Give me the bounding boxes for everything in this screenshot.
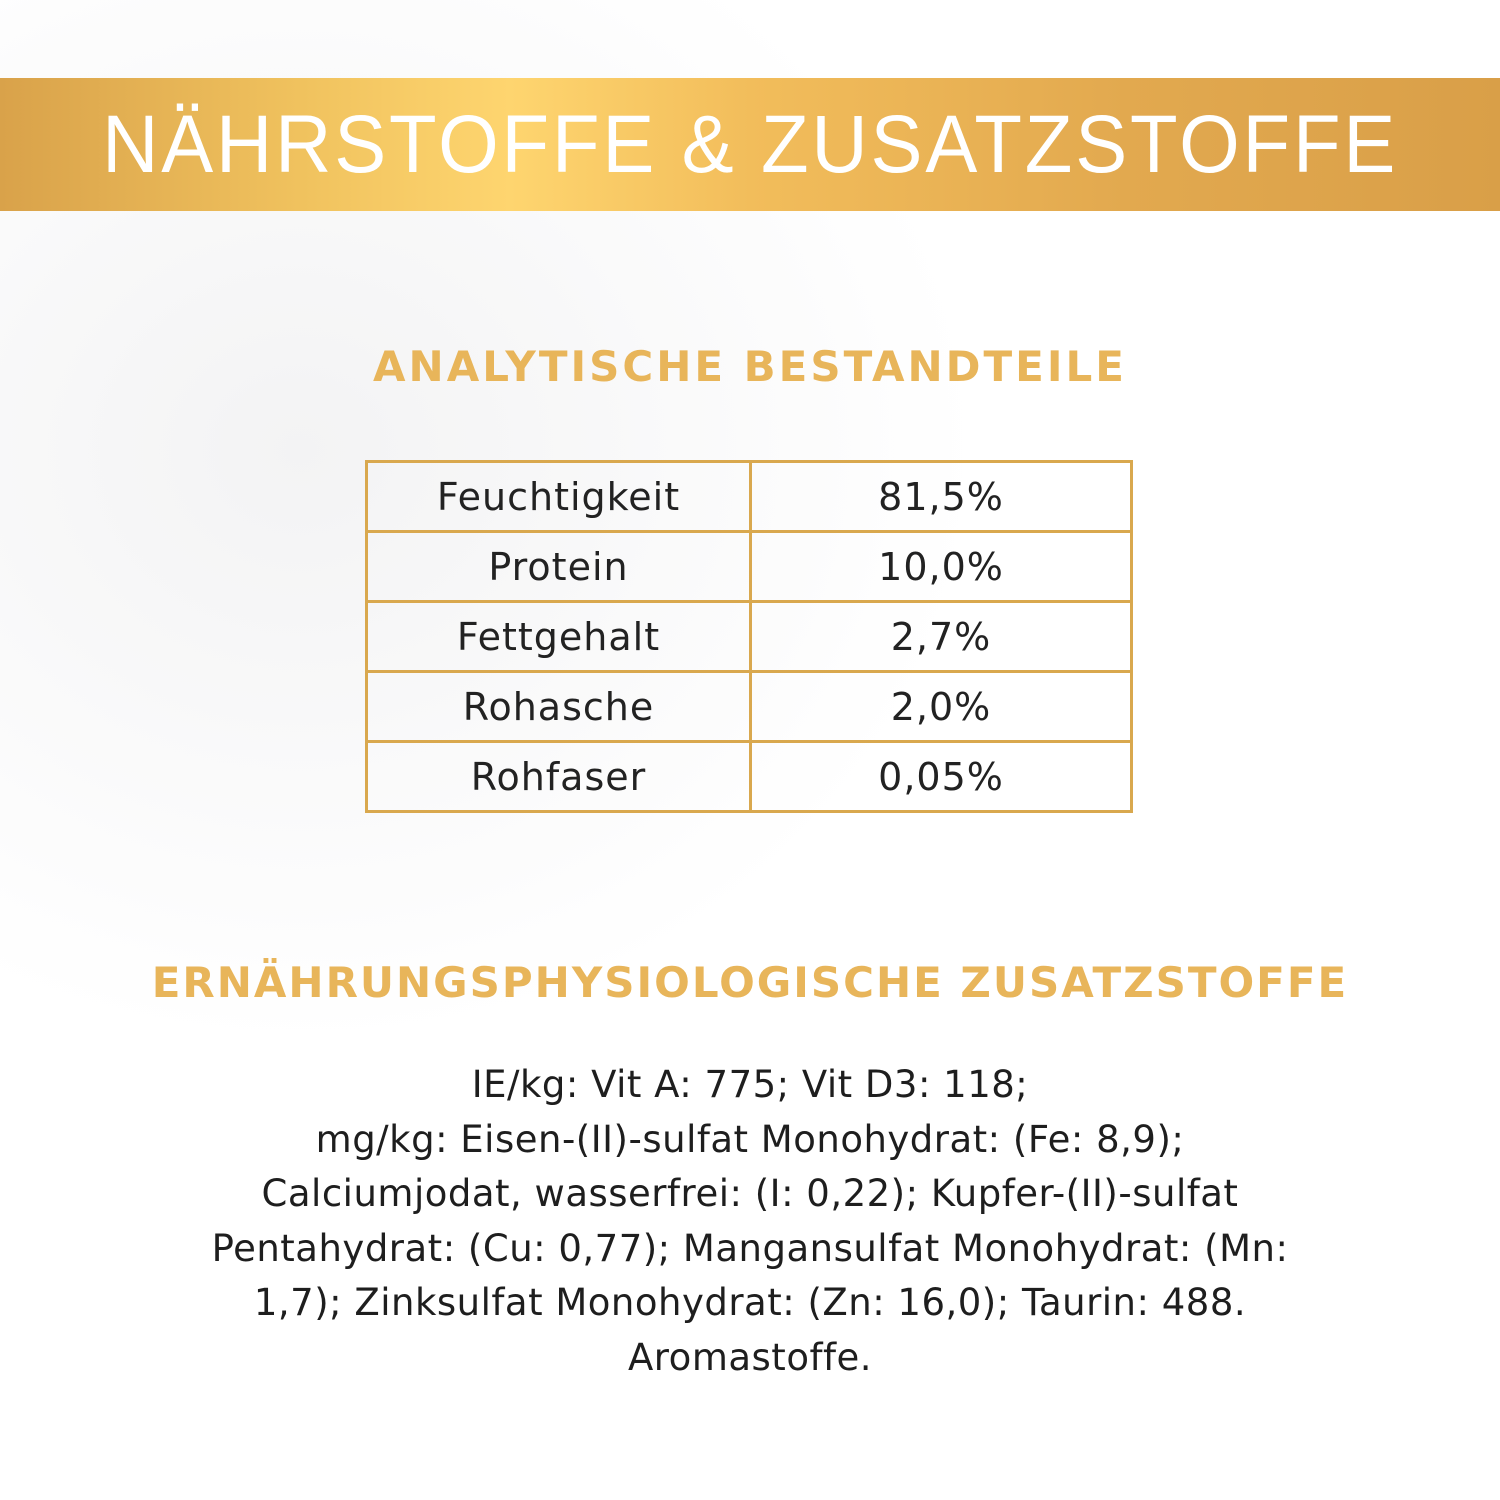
- banner-title: NÄHRSTOFFE & ZUSATZSTOFFE: [101, 98, 1399, 190]
- row-name: Rohasche: [365, 670, 752, 743]
- additives-text: IE/kg: Vit A: 775; Vit D3: 118; mg/kg: E…: [0, 1058, 1500, 1385]
- additives-heading: ERNÄHRUNGSPHYSIOLOGISCHE ZUSATZSTOFFE: [151, 958, 1349, 1007]
- additives-line: 1,7); Zinksulfat Monohydrat: (Zn: 16,0);…: [253, 1281, 1247, 1324]
- title-banner: NÄHRSTOFFE & ZUSATZSTOFFE: [0, 78, 1500, 211]
- row-name: Protein: [365, 530, 752, 603]
- analytic-heading: ANALYTISCHE BESTANDTEILE: [373, 342, 1127, 391]
- table-row: Rohfaser 0,05%: [365, 740, 1133, 813]
- additives-line: Pentahydrat: (Cu: 0,77); Mangansulfat Mo…: [211, 1226, 1289, 1270]
- row-value: 0,05%: [749, 740, 1133, 813]
- additives-line: IE/kg: Vit A: 775; Vit D3: 118;: [471, 1063, 1029, 1106]
- row-value: 2,7%: [749, 600, 1133, 673]
- row-value: 2,0%: [749, 670, 1133, 743]
- table-row: Fettgehalt 2,7%: [365, 600, 1133, 673]
- row-name: Rohfaser: [365, 740, 752, 813]
- analytic-table: Feuchtigkeit 81,5% Protein 10,0% Fettgehal…: [365, 460, 1133, 813]
- additives-line: Aromastoffe.: [627, 1335, 873, 1379]
- table-row: Rohasche 2,0%: [365, 670, 1133, 743]
- row-value: 81,5%: [749, 460, 1133, 533]
- row-name: Fettgehalt: [365, 600, 752, 673]
- table-row: Feuchtigkeit 81,5%: [365, 460, 1133, 533]
- row-name: Feuchtigkeit: [365, 460, 752, 533]
- additives-line: Calciumjodat, wasserfrei: (I: 0,22); Kup…: [261, 1172, 1239, 1215]
- additives-line: mg/kg: Eisen-(II)-sulfat Monohydrat: (Fe…: [315, 1117, 1185, 1161]
- row-value: 10,0%: [749, 530, 1133, 603]
- table-row: Protein 10,0%: [365, 530, 1133, 603]
